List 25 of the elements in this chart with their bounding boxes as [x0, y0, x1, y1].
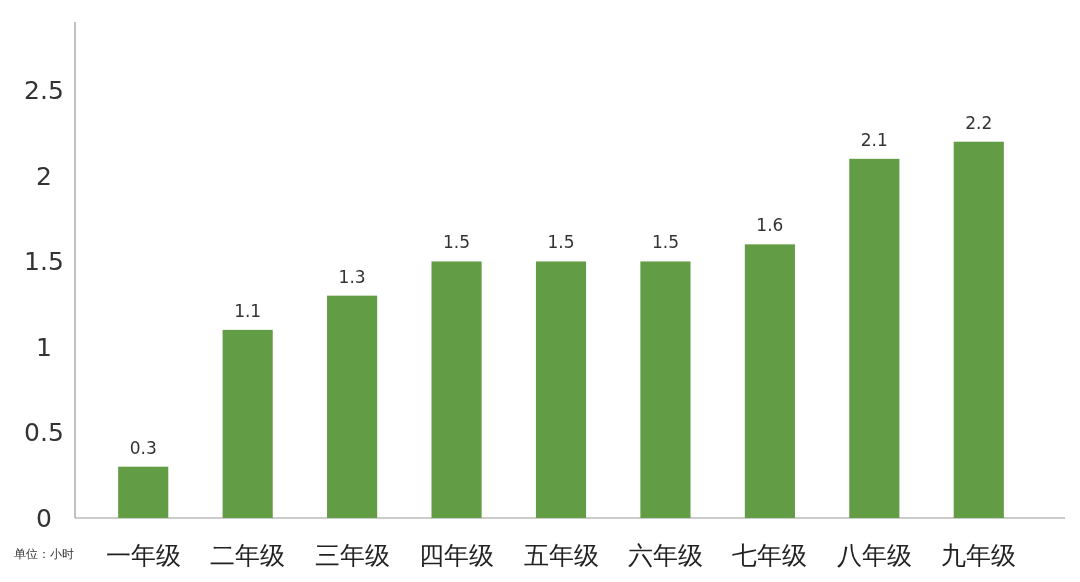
data-label: 1.1 [234, 300, 262, 321]
data-label: 1.3 [338, 266, 366, 287]
x-tick-label: 一年级 [105, 541, 181, 570]
x-tick-label: 七年级 [732, 541, 808, 570]
x-tick-label: 六年级 [627, 541, 703, 570]
y-tick-label: 1.5 [24, 247, 64, 277]
x-tick-label: 八年级 [836, 541, 912, 570]
x-tick-label: 五年级 [523, 541, 599, 570]
data-label: 2.2 [965, 112, 993, 133]
data-label: 2.1 [860, 129, 888, 150]
y-tick-label: 0 [36, 504, 52, 533]
x-tick-label: 九年级 [941, 541, 1017, 570]
data-label: 1.5 [443, 232, 471, 253]
data-label: 1.5 [651, 232, 679, 253]
y-tick-label: 1 [36, 332, 52, 362]
y-tick-label: 2.5 [24, 76, 64, 106]
x-tick-label: 二年级 [210, 541, 286, 570]
data-label: 0.3 [129, 437, 157, 458]
text: 单位：小时 [14, 547, 74, 561]
x-tick-label: 三年级 [314, 541, 390, 570]
x-tick-label: 四年级 [419, 541, 495, 570]
y-tick-label: 0.5 [24, 418, 64, 448]
data-label: 1.6 [756, 215, 784, 236]
data-label: 1.5 [547, 232, 575, 253]
y-tick-label: 2 [36, 161, 52, 191]
